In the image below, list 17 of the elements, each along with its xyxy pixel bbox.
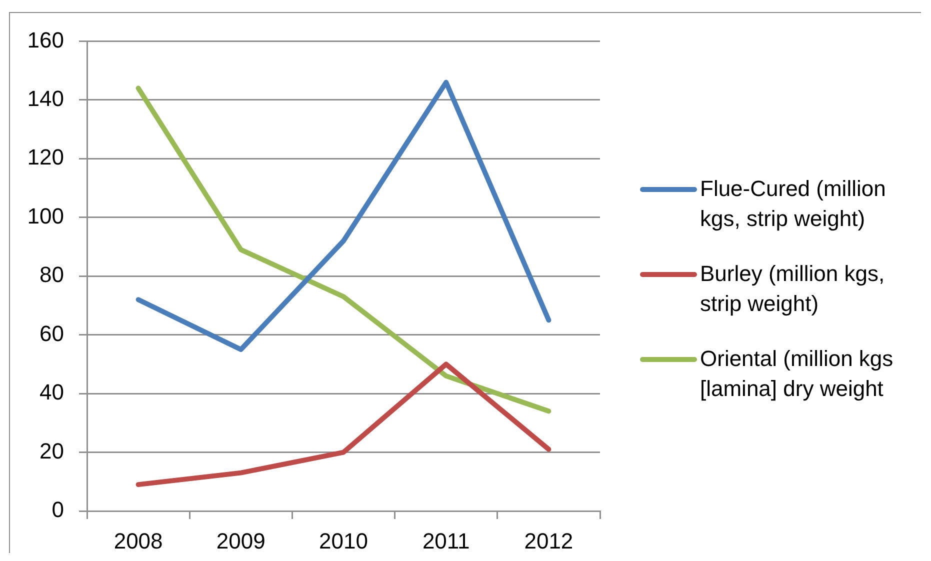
y-tick-label: 40 — [40, 380, 64, 405]
y-tick-label: 80 — [40, 262, 64, 288]
x-tick-label: 2012 — [524, 528, 574, 554]
y-tick-label: 60 — [40, 320, 64, 346]
y-tick-label: 160 — [27, 27, 64, 52]
y-tick-label: 0 — [52, 497, 64, 522]
x-tick-label: 2010 — [319, 528, 368, 554]
y-tick-label: 100 — [27, 203, 64, 228]
legend-label: Oriental (million kgs [lamina] dry weight — [700, 345, 894, 403]
x-tick-label: 2011 — [422, 528, 470, 554]
legend-label: Burley (million kgs, strip weight) — [700, 260, 886, 318]
y-tick-label: 140 — [27, 86, 64, 111]
x-tick-label: 2008 — [114, 528, 163, 554]
y-tick-label: 20 — [40, 438, 64, 464]
legend-label: Flue-Cured (million kgs, strip weight) — [700, 175, 887, 233]
y-tick-label: 120 — [27, 144, 64, 170]
x-tick-label: 2009 — [216, 528, 266, 554]
